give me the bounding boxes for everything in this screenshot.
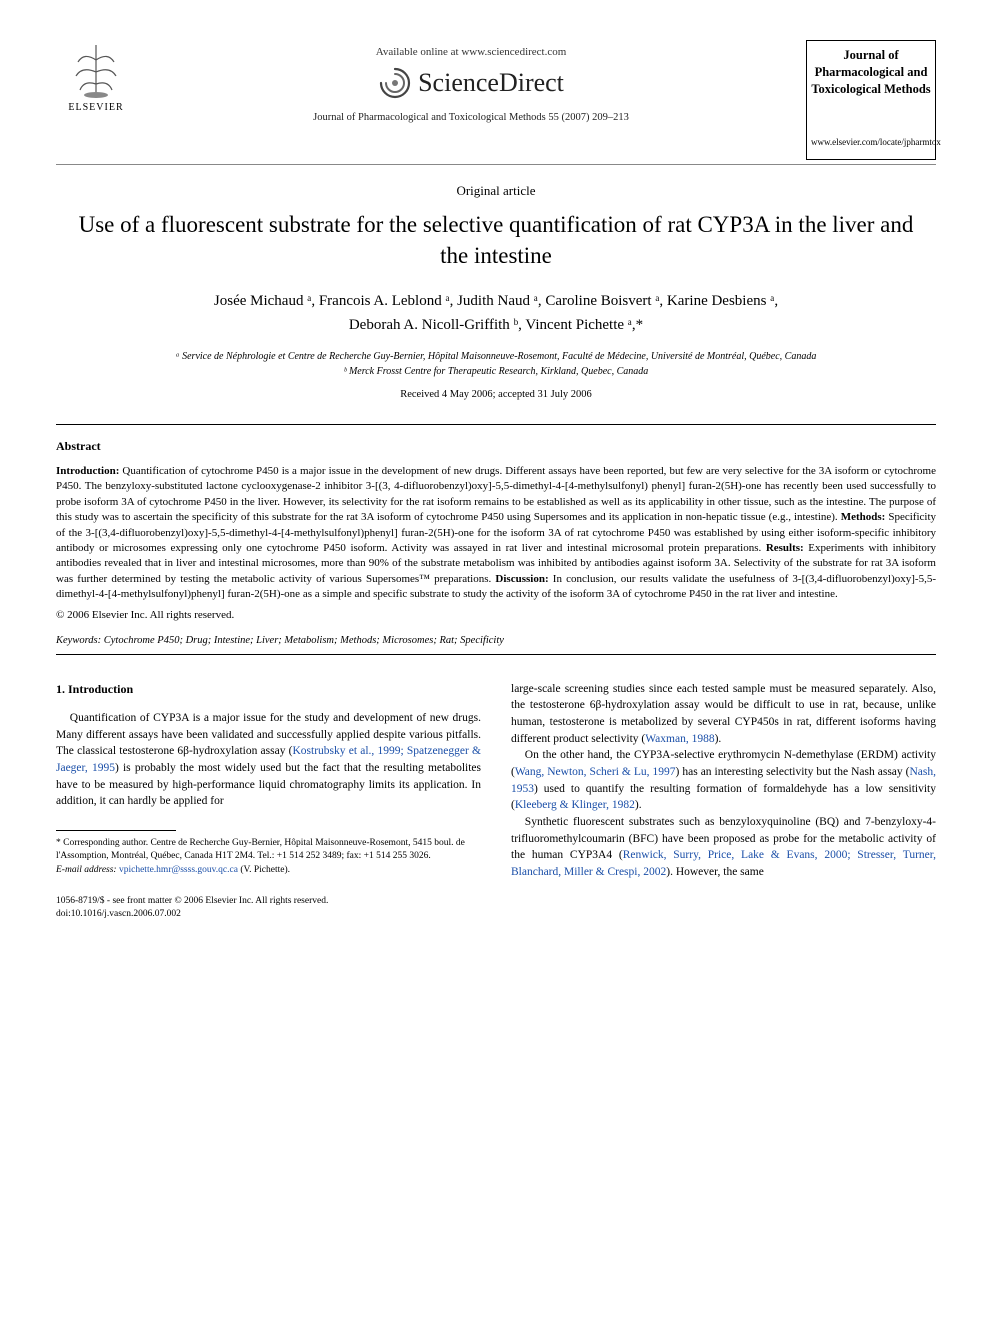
authors-line-1: Josée Michaud ᵃ, Francois A. Leblond ᵃ, … [214, 293, 778, 309]
doi-line: doi:10.1016/j.vascn.2006.07.002 [56, 908, 481, 921]
right-para-1: large-scale screening studies since each… [511, 681, 936, 748]
issn-line: 1056-8719/$ - see front matter © 2006 El… [56, 895, 481, 908]
intro-para-1: Quantification of CYP3A is a major issue… [56, 710, 481, 810]
sciencedirect-logo: ScienceDirect [136, 66, 806, 100]
footnote-separator [56, 830, 176, 831]
affiliation-b: ᵇ Merck Frosst Centre for Therapeutic Re… [56, 364, 936, 379]
header-center: Available online at www.sciencedirect.co… [136, 40, 806, 123]
journal-box-title: Journal of Pharmacological and Toxicolog… [811, 47, 931, 98]
affiliations: ᵃ Service de Néphrologie et Centre de Re… [56, 349, 936, 379]
sciencedirect-text: ScienceDirect [418, 68, 564, 98]
elsevier-tree-icon [66, 40, 126, 100]
right-column: large-scale screening studies since each… [511, 681, 936, 922]
abstract-copyright: © 2006 Elsevier Inc. All rights reserved… [56, 609, 936, 621]
abstract-discussion-label: Discussion: [495, 573, 548, 585]
right-para-3: Synthetic fluorescent substrates such as… [511, 814, 936, 881]
left-column: 1. Introduction Quantification of CYP3A … [56, 681, 481, 922]
abstract-heading: Abstract [56, 439, 936, 454]
abstract-body: Introduction: Quantification of cytochro… [56, 464, 936, 603]
corresponding-author-footnote: * Corresponding author. Centre de Recher… [56, 837, 481, 877]
body-columns: 1. Introduction Quantification of CYP3A … [56, 681, 936, 922]
elsevier-label: ELSEVIER [68, 102, 123, 113]
sciencedirect-swirl-icon [378, 66, 412, 100]
journal-cover-box: Journal of Pharmacological and Toxicolog… [806, 40, 936, 160]
article-dates: Received 4 May 2006; accepted 31 July 20… [56, 389, 936, 400]
authors-line-2: Deborah A. Nicoll-Griffith ᵇ, Vincent Pi… [349, 317, 643, 333]
right-para-2d: ). [635, 799, 642, 811]
keywords-list: Cytochrome P450; Drug; Intestine; Liver;… [101, 635, 504, 646]
page-header: ELSEVIER Available online at www.science… [56, 40, 936, 165]
rule-below-keywords [56, 654, 936, 655]
citation-kleeberg[interactable]: Kleeberg & Klinger, 1982 [515, 799, 635, 811]
article-title: Use of a fluorescent substrate for the s… [56, 209, 936, 271]
author-list: Josée Michaud ᵃ, Francois A. Leblond ᵃ, … [56, 289, 936, 337]
available-online-line: Available online at www.sciencedirect.co… [136, 46, 806, 58]
right-para-3b: ). However, the same [666, 866, 764, 878]
abstract-results-label: Results: [766, 542, 804, 554]
footer-meta: 1056-8719/$ - see front matter © 2006 El… [56, 895, 481, 922]
email-label: E-mail address: [56, 865, 117, 875]
abstract-intro-label: Introduction: [56, 465, 119, 477]
affiliation-a: ᵃ Service de Néphrologie et Centre de Re… [56, 349, 936, 364]
keywords-label: Keywords: [56, 635, 101, 646]
elsevier-logo: ELSEVIER [56, 40, 136, 113]
journal-url: www.elsevier.com/locate/jpharmtox [811, 137, 931, 147]
right-para-1b: ). [715, 733, 722, 745]
keywords: Keywords: Cytochrome P450; Drug; Intesti… [56, 635, 936, 646]
right-para-2b: ) has an interesting selectivity but the… [676, 766, 910, 778]
footnote-email-line: E-mail address: vpichette.hmr@ssss.gouv.… [56, 864, 481, 877]
intro-para-1b: ) is probably the most widely used but t… [56, 762, 481, 807]
abstract-intro-text: Quantification of cytochrome P450 is a m… [56, 465, 936, 523]
right-para-1a: large-scale screening studies since each… [511, 683, 936, 745]
citation-waxman[interactable]: Waxman, 1988 [645, 733, 714, 745]
abstract-methods-label: Methods: [841, 511, 886, 523]
right-para-2: On the other hand, the CYP3A-selective e… [511, 747, 936, 814]
article-type: Original article [56, 183, 936, 199]
citation-wang[interactable]: Wang, Newton, Scheri & Lu, 1997 [515, 766, 676, 778]
email-attribution: (V. Pichette). [240, 865, 290, 875]
email-address[interactable]: vpichette.hmr@ssss.gouv.qc.ca [117, 865, 241, 875]
rule-above-abstract [56, 424, 936, 425]
footnote-address: * Corresponding author. Centre de Recher… [56, 837, 481, 864]
citation-line: Journal of Pharmacological and Toxicolog… [136, 112, 806, 123]
section-1-heading: 1. Introduction [56, 681, 481, 698]
